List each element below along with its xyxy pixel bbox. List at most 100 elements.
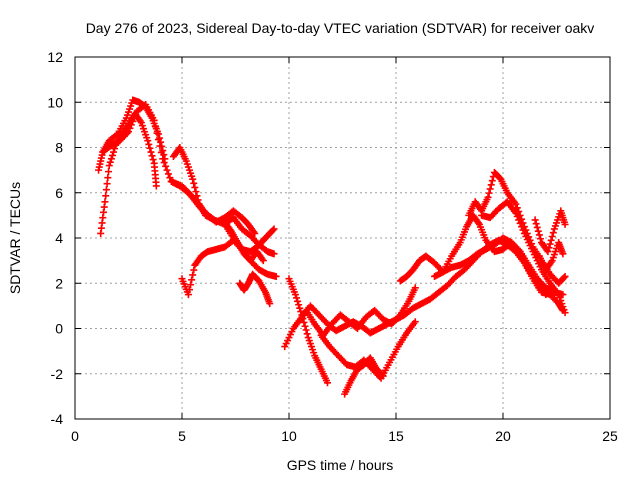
y-tick-label: -4: [51, 411, 64, 427]
data-point: [534, 227, 542, 235]
data-point: [547, 258, 555, 266]
data-point: [485, 189, 493, 197]
x-tick-label: 5: [178, 428, 186, 444]
data-point: [189, 175, 197, 183]
data-point: [515, 216, 523, 224]
data-point: [544, 248, 552, 256]
data-point: [533, 223, 541, 231]
data-point: [159, 155, 167, 163]
data-point: [152, 182, 160, 190]
data-point: [559, 250, 567, 258]
data-point: [532, 220, 540, 228]
series-track-10: [285, 275, 332, 387]
data-points-layer: [95, 96, 569, 398]
data-point: [474, 219, 482, 227]
data-point: [153, 129, 161, 137]
data-point: [296, 304, 304, 312]
data-point: [107, 155, 115, 163]
data-point: [301, 322, 309, 330]
data-point: [411, 318, 419, 326]
data-point: [191, 183, 199, 191]
data-point: [486, 185, 494, 193]
data-point: [108, 151, 116, 159]
data-point: [547, 236, 555, 244]
data-point: [561, 220, 569, 228]
series-track-7: [236, 270, 274, 308]
data-point: [259, 257, 267, 265]
series-track-17: [478, 198, 569, 317]
series-track-8: [221, 218, 267, 265]
data-point: [147, 148, 155, 156]
data-point: [291, 291, 299, 299]
data-point: [378, 371, 386, 379]
data-point: [104, 174, 112, 182]
data-point: [548, 232, 556, 240]
data-point: [125, 128, 132, 136]
data-point: [561, 309, 569, 317]
x-tick-label: 10: [281, 428, 297, 444]
data-point: [298, 311, 306, 319]
data-point: [297, 308, 305, 316]
series-track-12: [317, 318, 419, 382]
data-point: [152, 123, 160, 131]
data-point: [146, 144, 154, 152]
data-point: [192, 188, 200, 196]
y-tick-label: -2: [51, 366, 64, 382]
axis-ticks-layer: 0 5 10 15 20 25 -4 -2 0 2 4 6 8 10 12: [47, 49, 618, 444]
data-point: [185, 286, 193, 294]
data-point: [270, 250, 278, 258]
data-point: [266, 300, 274, 308]
data-point: [519, 226, 527, 234]
data-point: [292, 294, 300, 302]
data-point: [188, 276, 196, 284]
y-tick-label: 8: [55, 140, 63, 156]
x-tick-label: 25: [602, 428, 618, 444]
series-track-13: [341, 354, 387, 398]
data-point: [189, 271, 197, 279]
data-point: [560, 274, 568, 282]
data-point: [145, 140, 153, 148]
data-point: [129, 117, 137, 125]
data-point: [512, 200, 520, 208]
data-point: [272, 272, 280, 280]
series-track-19: [535, 239, 567, 274]
data-point: [250, 228, 258, 236]
data-point: [193, 192, 201, 200]
data-point: [299, 315, 307, 323]
data-point: [110, 148, 118, 156]
series-track-11: [302, 284, 419, 339]
data-point: [136, 117, 144, 125]
data-point: [163, 166, 171, 174]
data-point: [536, 235, 544, 243]
x-tick-label: 20: [495, 428, 511, 444]
data-point: [190, 179, 198, 187]
data-point: [157, 148, 165, 156]
data-point: [101, 198, 109, 206]
data-point: [324, 379, 332, 387]
data-point: [164, 170, 172, 178]
data-point: [105, 168, 113, 176]
y-tick-label: 4: [55, 230, 63, 246]
data-point: [269, 226, 277, 234]
data-point: [102, 192, 110, 200]
y-tick-label: 12: [47, 49, 63, 65]
data-point: [545, 244, 553, 252]
data-point: [123, 129, 131, 137]
data-point: [546, 240, 554, 248]
data-point: [549, 229, 557, 237]
data-point: [535, 231, 543, 239]
data-point: [156, 142, 164, 150]
data-point: [395, 312, 403, 320]
data-point: [166, 174, 174, 182]
data-point: [154, 136, 162, 144]
data-point: [303, 330, 311, 338]
data-point: [190, 266, 198, 274]
data-point: [144, 137, 152, 145]
data-point: [300, 318, 308, 326]
data-point: [513, 213, 521, 221]
data-point: [106, 158, 114, 166]
data-point: [102, 186, 110, 194]
data-point: [295, 301, 303, 309]
